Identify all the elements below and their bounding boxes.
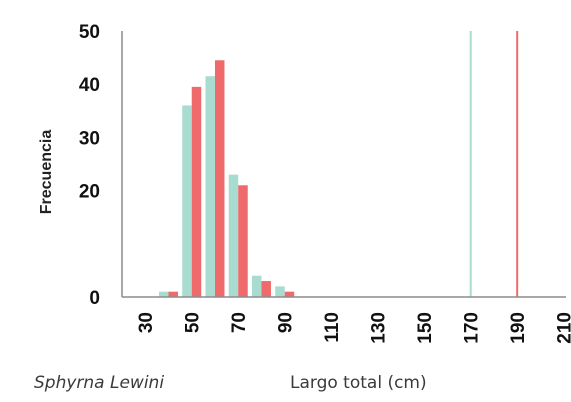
bar bbox=[168, 291, 178, 297]
bar bbox=[228, 174, 239, 297]
reference-lines bbox=[469, 31, 519, 297]
y-tick-label: 50 bbox=[79, 22, 100, 43]
bar bbox=[214, 60, 225, 298]
bar bbox=[284, 291, 295, 297]
bar bbox=[205, 76, 215, 297]
x-tick-label: 70 bbox=[229, 312, 250, 333]
y-tick-label: 30 bbox=[79, 128, 100, 149]
bar bbox=[275, 286, 285, 297]
x-tick-label: 150 bbox=[415, 312, 436, 344]
x-tick-label: 30 bbox=[136, 312, 157, 333]
x-tick-label: 90 bbox=[276, 312, 297, 333]
x-tick-label: 110 bbox=[322, 312, 343, 343]
bar bbox=[182, 105, 192, 297]
y-tick-label: 20 bbox=[79, 182, 100, 203]
bar bbox=[251, 275, 262, 297]
bar bbox=[191, 86, 202, 297]
x-axis-label: Largo total (cm) bbox=[290, 373, 427, 393]
bars bbox=[158, 60, 295, 298]
bar bbox=[261, 281, 271, 297]
x-axis-tick-labels: 30 50 70 90 110 130 150 170 190 210 bbox=[136, 312, 571, 344]
y-tick-label: 40 bbox=[79, 75, 100, 96]
bar bbox=[158, 291, 169, 297]
y-axis-label: Frecuencia bbox=[38, 130, 55, 215]
x-tick-label: 170 bbox=[462, 312, 483, 344]
x-tick-label: 210 bbox=[555, 312, 571, 344]
bar bbox=[238, 185, 248, 297]
x-tick-label: 190 bbox=[508, 312, 529, 344]
species-caption: Sphyrna Lewini bbox=[34, 373, 165, 393]
x-tick-label: 50 bbox=[183, 312, 204, 333]
y-axis-tick-labels: 0 20 30 40 50 bbox=[79, 22, 100, 309]
x-tick-label: 130 bbox=[369, 312, 390, 344]
y-tick-label: 0 bbox=[89, 288, 100, 309]
